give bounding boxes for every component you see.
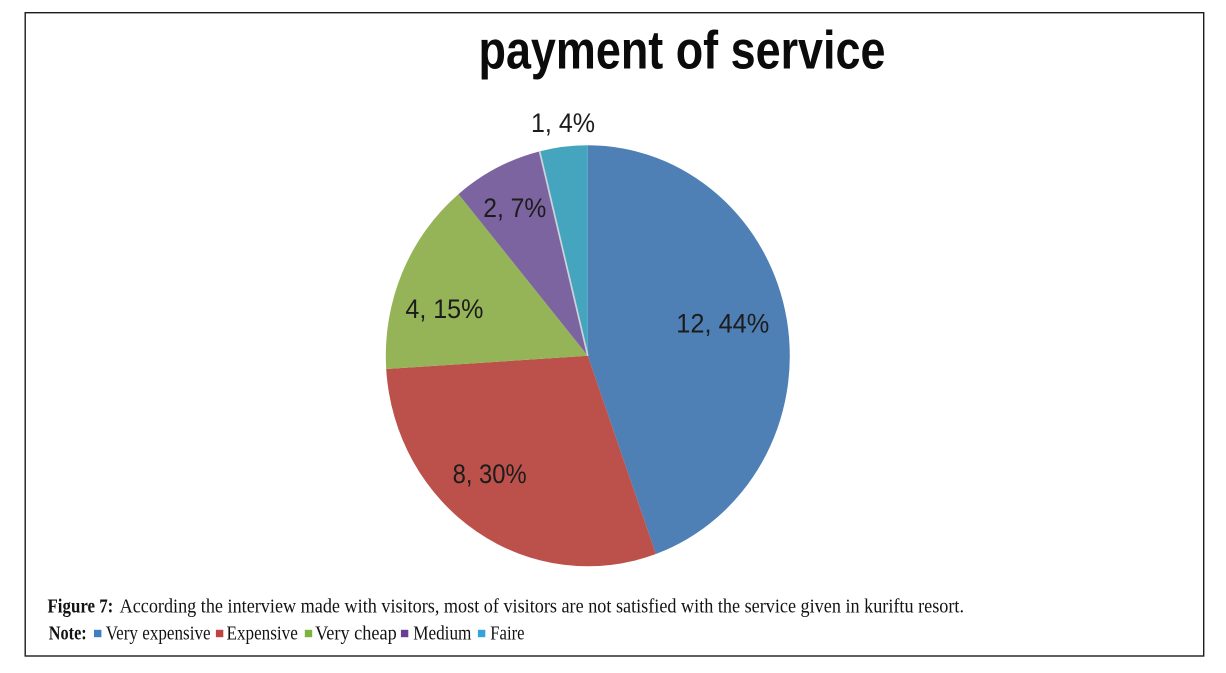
svg-text:Medium: Medium	[413, 623, 471, 645]
svg-text:Faire: Faire	[490, 623, 524, 645]
svg-text:8, 30%: 8, 30%	[453, 459, 527, 489]
svg-text:2, 7%: 2, 7%	[483, 193, 546, 223]
svg-text:Very cheap: Very cheap	[315, 623, 397, 645]
svg-text:payment of service: payment of service	[479, 21, 886, 81]
svg-text:1, 4%: 1, 4%	[531, 108, 595, 138]
svg-text:12, 44%: 12, 44%	[676, 308, 769, 338]
svg-text:Very expensive: Very expensive	[106, 623, 211, 645]
svg-text:Note:: Note:	[49, 623, 87, 645]
svg-text:According the interview made w: According the interview made with visito…	[120, 595, 964, 617]
svg-text:4, 15%: 4, 15%	[405, 294, 483, 324]
svg-text:Figure 7:: Figure 7:	[48, 595, 114, 617]
svg-text:Expensive: Expensive	[227, 623, 298, 645]
